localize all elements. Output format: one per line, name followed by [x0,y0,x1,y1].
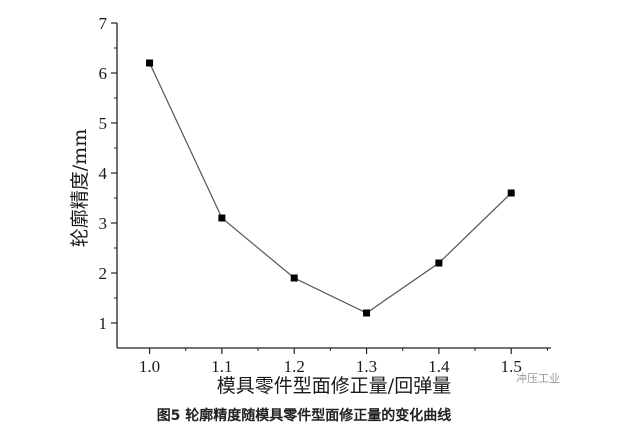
data-point-marker [146,59,154,67]
x-tick-label: 1.3 [356,357,377,376]
data-point-marker [435,259,443,267]
x-axis-title: 模具零件型面修正量/回弹量 [217,375,451,397]
data-point-marker [507,189,515,197]
y-tick-label: 4 [99,164,108,183]
data-point-marker [290,274,298,282]
y-tick-label: 3 [99,214,108,233]
data-point-marker [218,214,226,222]
series-line [149,62,512,314]
y-tick-label: 1 [99,314,108,333]
x-tick-label: 1.5 [501,357,522,376]
y-tick-label: 2 [99,264,108,283]
y-axis-title: 轮廓精度/mm [69,129,91,247]
y-tick-label: 7 [99,14,108,33]
x-tick-label: 1.4 [428,357,450,376]
y-tick-label: 5 [99,114,108,133]
x-tick-label: 1.2 [284,357,305,376]
x-tick-label: 1.0 [139,357,160,376]
watermark-text: 冲压工业 [516,371,560,385]
data-point-marker [363,309,371,317]
figure-caption: 图5 轮廓精度随模具零件型面修正量的变化曲线 [157,407,452,424]
y-tick-label: 6 [99,64,108,83]
axes-layer: 1 2 3 4 5 6 7 1.0 1.1 1.2 1.3 1.4 1.5 [99,14,551,376]
series-layer [146,59,515,317]
labels-layer: 轮廓精度/mm 模具零件型面修正量/回弹量 冲压工业 图5 轮廓精度随模具零件型… [69,129,560,424]
x-tick-label: 1.1 [211,357,232,376]
